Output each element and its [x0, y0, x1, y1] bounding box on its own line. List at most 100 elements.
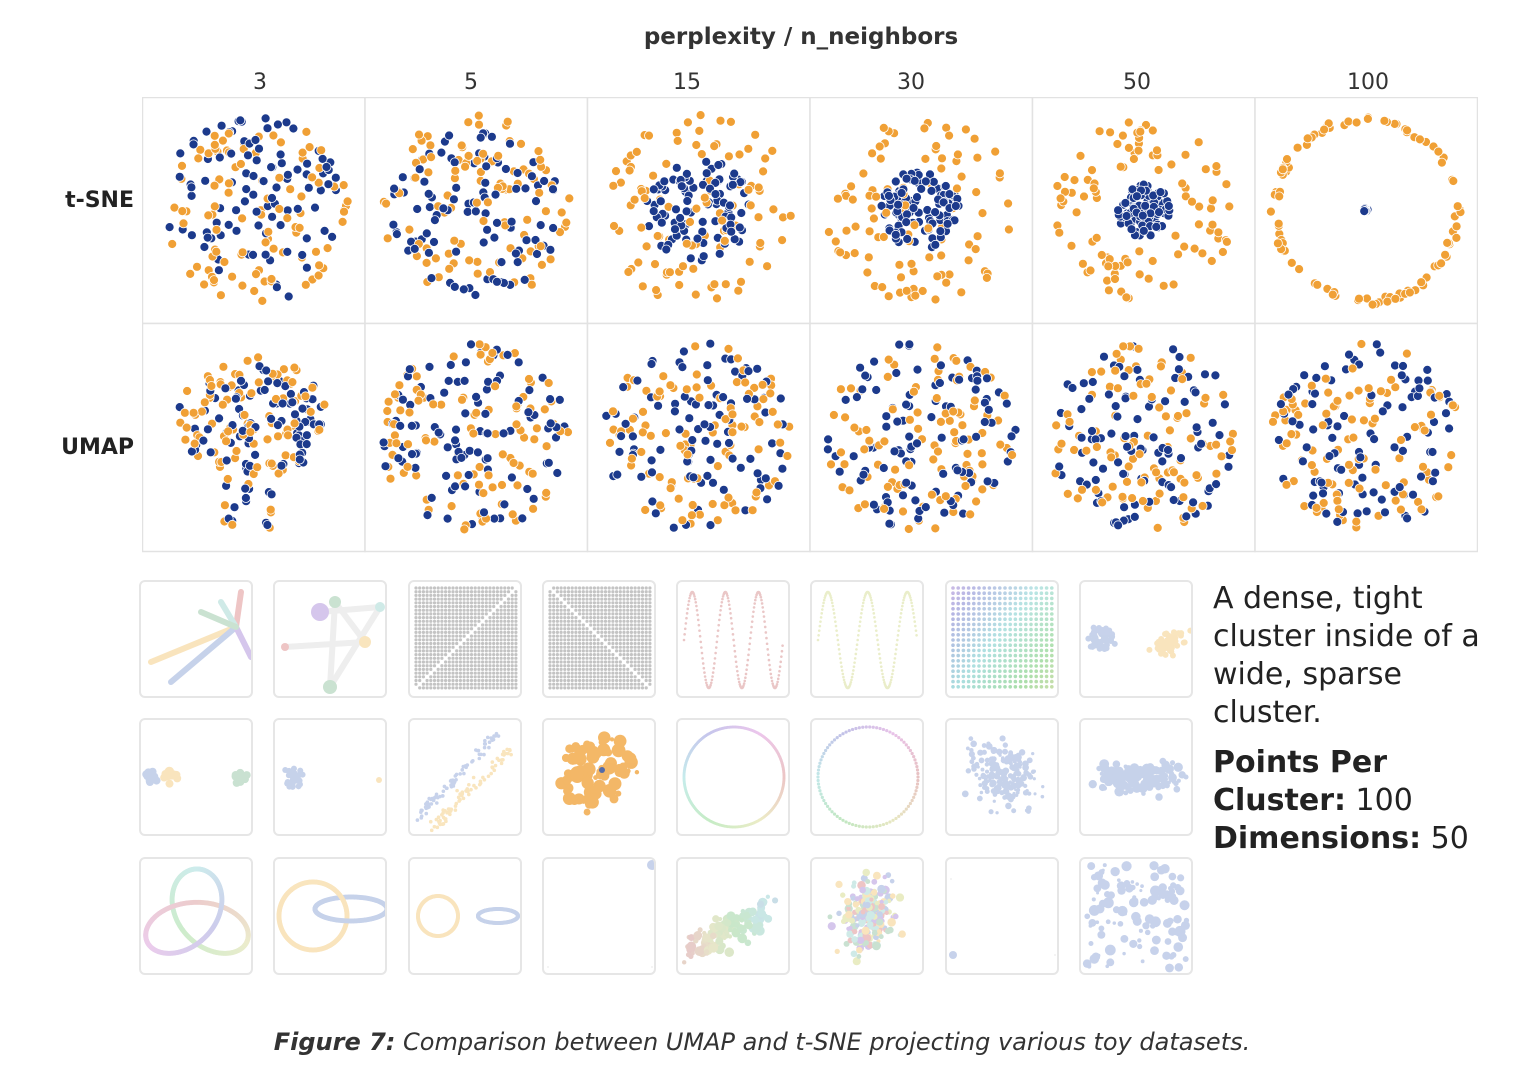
point-sparse [927, 489, 937, 500]
point-sparse [866, 203, 877, 214]
dataset-thumb-random-walk[interactable] [1079, 857, 1193, 975]
point-dense [682, 196, 693, 206]
point-sparse [543, 378, 554, 388]
point-sparse [227, 271, 237, 282]
point-dense [512, 257, 523, 268]
dataset-thumb-star[interactable] [139, 580, 253, 698]
point-dense [1099, 351, 1109, 362]
point-sparse [1332, 495, 1343, 506]
point-sparse [654, 386, 665, 397]
point-dense [958, 434, 969, 445]
point-sparse [641, 241, 652, 252]
dataset-thumb-grid-diagonal-down[interactable] [542, 580, 656, 698]
panel-UMAP-50 [1031, 322, 1256, 553]
panel-UMAP-15 [586, 322, 811, 553]
point-sparse [189, 438, 200, 449]
point-dense [901, 217, 912, 227]
point-sparse [1419, 425, 1430, 436]
point-dense [395, 420, 406, 431]
point-dense [699, 419, 710, 430]
point-sparse [177, 161, 187, 171]
dataset-thumb-outlier-corner[interactable] [542, 857, 656, 975]
point-sparse [758, 166, 768, 177]
point-sparse [263, 226, 274, 237]
chart-title: perplexity / n_neighbors [643, 24, 959, 50]
point-sparse [1158, 280, 1169, 291]
point-dense [1179, 396, 1190, 407]
point-sparse [930, 523, 941, 534]
point-sparse [677, 515, 688, 526]
dataset-thumb-sparse-points[interactable] [945, 857, 1059, 975]
point-sparse [180, 434, 191, 445]
point-dense [229, 502, 240, 513]
point-sparse [1129, 154, 1139, 164]
point-dense [423, 189, 434, 199]
point-dense [982, 373, 992, 384]
point-sparse [1433, 146, 1444, 157]
dataset-thumb-parallel-lines[interactable] [408, 718, 522, 836]
dataset-thumb-three-clusters[interactable] [139, 718, 253, 836]
point-dense [505, 138, 515, 149]
point-dense [687, 435, 698, 446]
point-sparse [472, 256, 483, 267]
point-sparse [654, 472, 665, 483]
dataset-thumb-gradient-circle[interactable] [676, 718, 790, 836]
point-sparse [1118, 130, 1128, 141]
dataset-thumb-linked-rings[interactable] [273, 857, 387, 975]
point-dense [205, 447, 216, 458]
point-sparse [1416, 504, 1427, 515]
point-sparse [782, 451, 793, 461]
dataset-thumb-dense-in-sparse[interactable] [542, 718, 656, 836]
point-dense [655, 444, 666, 455]
dataset-thumb-sine-green[interactable] [810, 580, 924, 698]
point-sparse [1151, 467, 1161, 478]
point-sparse [522, 214, 533, 225]
dataset-thumb-elongated-blob[interactable] [1079, 718, 1193, 836]
point-dense [952, 465, 963, 476]
point-sparse [920, 154, 931, 164]
point-dense [860, 370, 871, 381]
dataset-thumb-random-clusters[interactable] [676, 857, 790, 975]
point-dense [1088, 457, 1099, 468]
point-sparse [1440, 249, 1450, 260]
point-sparse [688, 263, 699, 274]
point-dense [221, 455, 232, 466]
point-sparse [665, 267, 675, 278]
point-sparse [1312, 279, 1323, 290]
dataset-thumb-dotted-circle[interactable] [810, 718, 924, 836]
point-dense [301, 233, 312, 244]
dataset-thumb-gaussian-blob[interactable] [945, 718, 1059, 836]
point-sparse [904, 460, 914, 471]
dataset-thumb-trefoil-knot[interactable] [139, 857, 253, 975]
point-sparse [223, 128, 234, 139]
point-sparse [858, 168, 869, 179]
dataset-thumb-grid-diagonal-up[interactable] [408, 580, 522, 698]
dataset-thumb-two-clusters[interactable] [1079, 580, 1193, 698]
point-sparse [1197, 501, 1208, 511]
point-dense [241, 493, 251, 503]
point-dense [1301, 442, 1312, 453]
point-dense [729, 168, 740, 179]
dataset-thumb-unlinked-rings[interactable] [408, 857, 522, 975]
point-sparse [1154, 488, 1165, 499]
dataset-thumb-linked-clusters[interactable] [273, 580, 387, 698]
point-sparse [636, 447, 647, 457]
point-dense [263, 376, 273, 387]
dataset-thumb-colored-gaussians[interactable] [810, 857, 924, 975]
point-sparse [192, 261, 202, 272]
point-dense [292, 164, 303, 175]
column-label-50: 50 [1123, 70, 1151, 95]
dims-label: Dimensions: [1213, 821, 1422, 856]
dataset-thumb-gradient-grid[interactable] [945, 580, 1059, 698]
point-sparse [407, 144, 418, 154]
dataset-thumb-sine-red[interactable] [676, 580, 790, 698]
caption-label: Figure 7: [273, 1028, 396, 1056]
point-dense [670, 406, 680, 417]
point-dense [426, 273, 437, 284]
dataset-thumb-unequal-clusters[interactable] [273, 718, 387, 836]
point-dense [266, 489, 277, 500]
point-sparse [1094, 126, 1105, 137]
point-sparse [239, 410, 250, 420]
point-sparse [468, 428, 479, 439]
point-sparse [631, 147, 642, 157]
